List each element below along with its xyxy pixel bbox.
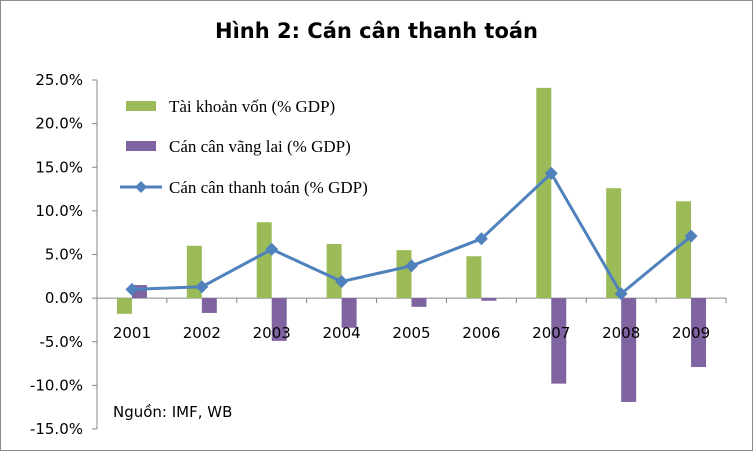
bar-capital-account	[536, 87, 552, 299]
bar-current-account	[271, 298, 287, 341]
bar-current-account	[691, 298, 707, 368]
x-category-label: 2002	[183, 324, 221, 342]
y-tick-label: 15.0%	[35, 158, 83, 176]
y-tick-label: -15.0%	[30, 420, 83, 438]
line-marker-diamond	[335, 275, 349, 289]
bar-capital-account	[256, 222, 272, 299]
bar-current-account	[201, 298, 217, 313]
legend-swatch-current	[126, 141, 156, 151]
line-marker-diamond	[265, 242, 279, 256]
x-category-label: 2005	[392, 324, 430, 342]
legend-label: Cán cân thanh toán (% GDP)	[169, 178, 368, 197]
legend-label: Tài khoản vốn (% GDP)	[169, 97, 335, 116]
line-marker-diamond	[405, 259, 418, 273]
x-category-label: 2003	[253, 324, 291, 342]
chart-title: Hình 2: Cán cân thanh toán	[215, 19, 538, 43]
x-category-label: 2006	[462, 324, 500, 342]
y-tick-label: 0.0%	[45, 289, 83, 307]
x-category-label: 2009	[672, 324, 710, 342]
y-tick-label: 10.0%	[35, 202, 83, 220]
bar-current-account	[621, 298, 637, 402]
y-tick-label: 5.0%	[45, 246, 83, 264]
bar-current-account	[411, 298, 427, 307]
line-marker-diamond	[125, 282, 139, 296]
bar-capital-account	[396, 250, 412, 299]
source-note: Nguồn: IMF, WB	[113, 403, 232, 421]
bar-capital-account	[466, 256, 482, 299]
line-marker-diamond	[195, 280, 209, 294]
bar-current-account	[481, 298, 497, 301]
y-tick-label: -5.0%	[39, 333, 83, 351]
y-tick-label: -10.0%	[30, 376, 83, 394]
x-category-label: 2007	[532, 324, 570, 342]
legend-swatch-bop-marker	[135, 181, 147, 193]
y-tick-label: 20.0%	[35, 115, 83, 133]
y-tick-label: 25.0%	[35, 71, 83, 89]
x-category-label: 2008	[602, 324, 640, 342]
line-marker-diamond	[614, 287, 628, 301]
x-category-label: 2004	[323, 324, 361, 342]
line-marker-diamond	[544, 166, 558, 180]
bar-current-account	[341, 298, 357, 328]
bar-capital-account	[116, 298, 132, 314]
bar-capital-account	[606, 188, 622, 299]
bar-capital-account	[326, 244, 342, 299]
line-marker-diamond	[684, 229, 698, 243]
legend-label: Cán cân vãng lai (% GDP)	[169, 137, 351, 156]
line-marker-diamond	[474, 232, 488, 246]
x-category-label: 2001	[113, 324, 151, 342]
legend-swatch-capital	[126, 101, 156, 111]
bar-capital-account	[676, 201, 692, 299]
bar-current-account	[551, 298, 567, 384]
